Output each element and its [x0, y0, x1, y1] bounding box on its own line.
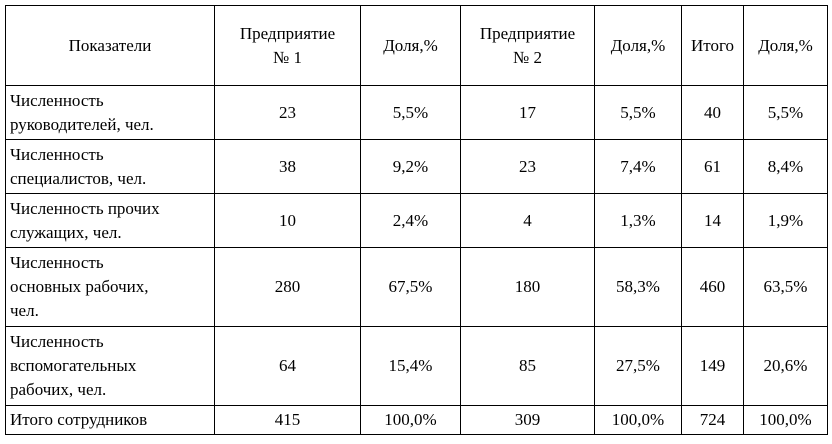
cell-enterprise-1: 415 [214, 405, 361, 435]
staff-table: Показатели Предприятие № 1 Доля,% Предпр… [5, 5, 828, 435]
cell-share-1: 2,4% [360, 193, 461, 248]
table-header-row: Показатели Предприятие № 1 Доля,% Предпр… [5, 5, 828, 86]
cell-enterprise-2: 85 [460, 326, 595, 406]
cell-enterprise-1: 64 [214, 326, 361, 406]
row-label: Численность основных рабочих, чел. [5, 247, 215, 327]
cell-enterprise-2: 17 [460, 85, 595, 140]
table-row: Численность вспомогательных рабочих, чел… [5, 326, 828, 406]
cell-total: 149 [681, 326, 744, 406]
table-row: Численность прочих служащих, чел. 10 2,4… [5, 193, 828, 248]
cell-share-total: 100,0% [743, 405, 828, 435]
cell-total: 40 [681, 85, 744, 140]
cell-enterprise-1: 10 [214, 193, 361, 248]
cell-enterprise-1: 23 [214, 85, 361, 140]
header-total: Итого [681, 5, 744, 86]
cell-share-1: 9,2% [360, 139, 461, 194]
row-label: Численность специалистов, чел. [5, 139, 215, 194]
cell-share-2: 58,3% [594, 247, 682, 327]
header-enterprise-1: Предприятие № 1 [214, 5, 361, 86]
cell-total: 14 [681, 193, 744, 248]
table-row: Численность специалистов, чел. 38 9,2% 2… [5, 139, 828, 194]
cell-total: 460 [681, 247, 744, 327]
cell-enterprise-1: 38 [214, 139, 361, 194]
cell-share-total: 8,4% [743, 139, 828, 194]
cell-enterprise-2: 23 [460, 139, 595, 194]
cell-share-2: 100,0% [594, 405, 682, 435]
cell-share-total: 1,9% [743, 193, 828, 248]
cell-share-1: 5,5% [360, 85, 461, 140]
cell-share-2: 5,5% [594, 85, 682, 140]
cell-enterprise-1: 280 [214, 247, 361, 327]
cell-share-total: 5,5% [743, 85, 828, 140]
row-label: Итого сотрудников [5, 405, 215, 435]
header-indicators: Показатели [5, 5, 215, 86]
cell-share-1: 67,5% [360, 247, 461, 327]
cell-share-2: 7,4% [594, 139, 682, 194]
cell-total: 724 [681, 405, 744, 435]
cell-total: 61 [681, 139, 744, 194]
row-label: Численность руководителей, чел. [5, 85, 215, 140]
cell-share-total: 20,6% [743, 326, 828, 406]
table-row: Численность основных рабочих, чел. 280 6… [5, 247, 828, 327]
cell-share-2: 1,3% [594, 193, 682, 248]
header-share-total: Доля,% [743, 5, 828, 86]
table-total-row: Итого сотрудников 415 100,0% 309 100,0% … [5, 405, 828, 435]
table-row: Численность руководителей, чел. 23 5,5% … [5, 85, 828, 140]
header-share-2: Доля,% [594, 5, 682, 86]
cell-enterprise-2: 309 [460, 405, 595, 435]
row-label: Численность вспомогательных рабочих, чел… [5, 326, 215, 406]
cell-share-1: 15,4% [360, 326, 461, 406]
cell-share-total: 63,5% [743, 247, 828, 327]
row-label: Численность прочих служащих, чел. [5, 193, 215, 248]
header-share-1: Доля,% [360, 5, 461, 86]
cell-share-2: 27,5% [594, 326, 682, 406]
header-enterprise-2: Предприятие № 2 [460, 5, 595, 86]
cell-share-1: 100,0% [360, 405, 461, 435]
cell-enterprise-2: 180 [460, 247, 595, 327]
cell-enterprise-2: 4 [460, 193, 595, 248]
